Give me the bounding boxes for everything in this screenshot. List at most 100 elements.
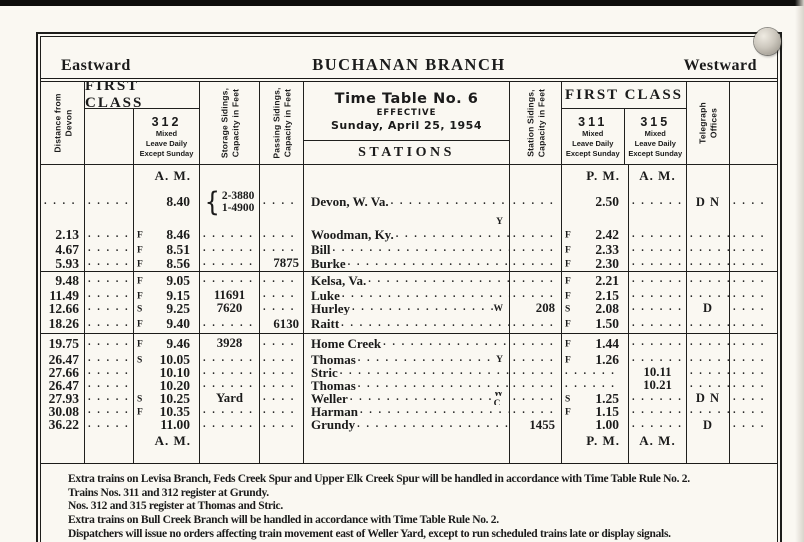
- train-315-line3: Except Sunday: [628, 149, 683, 159]
- cell-train-311-time: . . . . . . . . . . . . . . . . . . . . …: [562, 379, 629, 392]
- cell-distance: 27.93: [41, 392, 85, 405]
- leader-dots: . . . . . . . . . . . . . . . . . . . . …: [513, 354, 555, 365]
- stop-flag: S: [137, 354, 143, 365]
- cell-blank-column: . . . . . . . . . . . . . . . . . . . . …: [85, 405, 134, 418]
- cell-station-sidings: . . . . . . . . . . . . . . . . . . . . …: [510, 392, 562, 405]
- cell-blank-column: . . . . . . . . . . . . . . . . . . . . …: [85, 392, 134, 405]
- cell-passing-sidings: . . . . . . . . . . . . . . . . . . . . …: [260, 227, 304, 243]
- time-value: 2.21: [595, 272, 619, 288]
- leader-dots: . . . . . . . . . . . . . . . . . . . . …: [88, 393, 133, 404]
- cell-train-312-time: F 9.05: [134, 272, 200, 289]
- leader-dots: . . . . . . . . . . . . . . . . . . . . …: [733, 303, 769, 314]
- station-name: Woodman, Ky.: [311, 227, 394, 242]
- leader-dots: . . . . . . . . . . . . . . . . . . . . …: [690, 290, 729, 301]
- leader-dots: . . . . . . . . . . . . . . . . . . . . …: [88, 318, 133, 329]
- cell-station: Weller. . . . . . . . . . . . . . . . . …: [304, 392, 510, 405]
- cell-distance: 4.67: [41, 243, 85, 256]
- leader-dots: . . . . . . . . . . . . . . . . . . . . …: [203, 380, 259, 391]
- cell-extra-column: [730, 449, 769, 463]
- cell-passing-sidings: . . . . . . . . . . . . . . . . . . . . …: [260, 243, 304, 256]
- cell-train-315-time: . . . . . . . . . . . . . . . . . . . . …: [629, 302, 687, 315]
- time-value: 8.46: [166, 227, 190, 242]
- cell-distance: [41, 165, 85, 187]
- time-value: 1.26: [595, 353, 619, 366]
- leader-dots: . . . . . . . . . . . . . . . . . . . . …: [733, 244, 769, 255]
- table-row: Y: [41, 217, 777, 227]
- leader-dots: . . . . . . . . . . . . . . . . . . . . …: [203, 275, 259, 286]
- cell-extra-column: [730, 165, 769, 187]
- cell-distance: 2.13: [41, 227, 85, 243]
- storage-sidings-label: Storage Sidings, Capacity in Feet: [218, 87, 240, 159]
- time-value: 1.25: [595, 392, 619, 405]
- cell-extra-column: [730, 217, 769, 227]
- cell-telegraph-office: . . . . . . . . . . . . . . . . . . . . …: [687, 334, 730, 353]
- cell-station: Burke. . . . . . . . . . . . . . . . . .…: [304, 256, 510, 271]
- table-row: 12.66. . . . . . . . . . . . . . . . . .…: [41, 302, 777, 315]
- cell-extra-column: . . . . . . . . . . . . . . . . . . . . …: [730, 334, 769, 353]
- cell-station: Luke. . . . . . . . . . . . . . . . . . …: [304, 289, 510, 302]
- cell-train-312-time: 11.00: [134, 418, 200, 432]
- train-315-line2: Leave Daily: [634, 138, 676, 148]
- first-class-east-block: FIRST CLASS 312 Mixed Leave Daily Except…: [85, 82, 199, 164]
- leader-dots: . . . . . . . . . . . . . . . . . . . . …: [733, 406, 769, 417]
- leader-dots: . . . . . . . . . . . . . . . . . . . . …: [203, 258, 259, 269]
- table-row: 27.66. . . . . . . . . . . . . . . . . .…: [41, 366, 777, 379]
- time-value: 2.33: [595, 243, 619, 256]
- leader-dots: . . . . . . . . . . . . . . . . . . . . …: [513, 406, 555, 417]
- first-class-west-sub: 311 Mixed Leave Daily Except Sunday 315 …: [562, 109, 686, 164]
- cell-telegraph-office: D: [687, 302, 730, 315]
- leader-dots: . . . . . . . . . . . . . . . . . . . . …: [390, 196, 509, 207]
- cell-blank-column: [85, 165, 134, 187]
- stop-flag: F: [137, 290, 143, 301]
- first-class-west-block: FIRST CLASS 311 Mixed Leave Daily Except…: [562, 82, 686, 164]
- cell-telegraph-office: . . . . . . . . . . . . . . . . . . . . …: [687, 315, 730, 333]
- time-value: 2.08: [595, 302, 619, 315]
- time-value: 8.56: [166, 256, 190, 271]
- cell-station: [304, 449, 510, 463]
- station-ref-mark: Y: [496, 354, 504, 365]
- time-value: 1.15: [595, 405, 619, 418]
- cell-storage-sidings: [200, 432, 260, 449]
- leader-dots: . . . . . . . . . . . . . . . . . . . . …: [733, 419, 769, 430]
- cell-storage-sidings: [200, 449, 260, 463]
- cell-storage-sidings: [200, 165, 260, 187]
- cell-telegraph-office: D N: [687, 187, 730, 217]
- train-311-line1: Mixed: [582, 128, 604, 138]
- cell-passing-sidings: . . . . . . . . . . . . . . . . . . . . …: [260, 366, 304, 379]
- cell-telegraph-office: . . . . . . . . . . . . . . . . . . . . …: [687, 405, 730, 418]
- time-value: 8.40: [166, 194, 190, 209]
- cell-train-315-time: 10.21: [629, 379, 687, 392]
- leader-dots: . . . . . . . . . . . . . . . . . . . . …: [88, 290, 133, 301]
- leader-dots: . . . . . . . . . . . . . . . . . . . . …: [733, 258, 769, 269]
- cell-extra-column: . . . . . . . . . . . . . . . . . . . . …: [730, 227, 769, 243]
- cell-station-sidings: . . . . . . . . . . . . . . . . . . . . …: [510, 379, 562, 392]
- cell-train-312-time: F 9.15: [134, 289, 200, 302]
- leader-dots: . . . . . . . . . . . . . . . . . . . . …: [733, 393, 769, 404]
- cell-train-315-time: 10.11: [629, 366, 687, 379]
- leader-dots: . . . . . . . . . . . . . . . . . . . . …: [203, 318, 259, 329]
- train-312-line1: Mixed: [155, 128, 178, 138]
- leader-dots: . . . . . . . . . . . . . . . . . . . . …: [332, 244, 509, 255]
- cell-train-312-time: 10.10: [134, 366, 200, 379]
- direction-eastward: Eastward: [61, 57, 131, 74]
- cell-train-311-time: S 1.25: [562, 392, 629, 405]
- table-row: 9.48. . . . . . . . . . . . . . . . . . …: [41, 271, 777, 289]
- leader-dots: . . . . . . . . . . . . . . . . . . . . …: [357, 380, 509, 391]
- leader-dots: . . . . . . . . . . . . . . . . . . . . …: [359, 406, 509, 417]
- cell-station: Raitt. . . . . . . . . . . . . . . . . .…: [304, 315, 510, 333]
- cell-blank-column: . . . . . . . . . . . . . . . . . . . . …: [85, 418, 134, 432]
- table-row: 18.26. . . . . . . . . . . . . . . . . .…: [41, 315, 777, 333]
- leader-dots: . . . . . . . . . . . . . . . . . . . . …: [263, 354, 299, 365]
- leader-dots: . . . . . . . . . . . . . . . . . . . . …: [513, 318, 555, 329]
- leader-dots: . . . . . . . . . . . . . . . . . . . . …: [88, 275, 133, 286]
- cell-storage-sidings: . . . . . . . . . . . . . . . . . . . . …: [200, 227, 260, 243]
- leader-dots: . . . . . . . . . . . . . . . . . . . . …: [690, 229, 729, 240]
- cell-passing-sidings: [260, 432, 304, 449]
- cell-blank-column: . . . . . . . . . . . . . . . . . . . . …: [85, 187, 134, 217]
- note-line: Trains Nos. 311 and 312 register at Grun…: [68, 486, 269, 499]
- cell-blank-column: . . . . . . . . . . . . . . . . . . . . …: [85, 379, 134, 392]
- time-value: 10.20: [159, 379, 190, 392]
- cell-train-312-time: 10.20: [134, 379, 200, 392]
- leader-dots: . . . . . . . . . . . . . . . . . . . . …: [263, 275, 299, 286]
- cell-storage-sidings: . . . . . . . . . . . . . . . . . . . . …: [200, 315, 260, 333]
